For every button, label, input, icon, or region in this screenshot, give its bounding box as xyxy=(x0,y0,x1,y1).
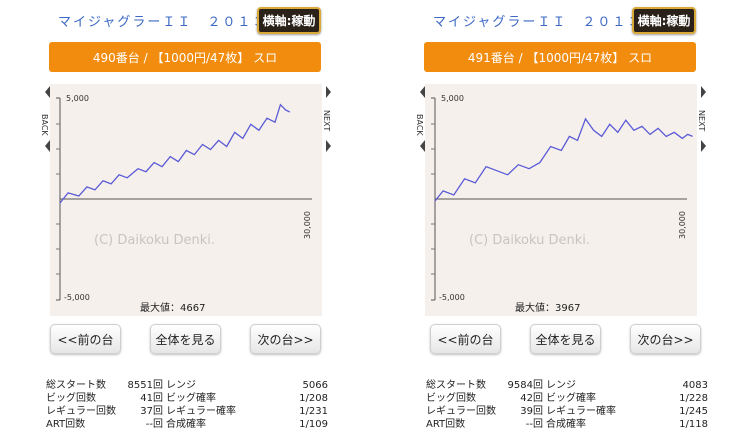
nav-row: <<前の台 全体を見る 次の台>> xyxy=(0,324,375,354)
y-tick-max: 5,000 xyxy=(441,94,464,103)
next-machine-button[interactable]: 次の台>> xyxy=(250,324,321,354)
watermark: (C) Daikoku Denki. xyxy=(94,233,215,248)
next-arrow-down-icon[interactable] xyxy=(701,140,706,152)
max-value-label: 最大値：4667 xyxy=(140,301,205,314)
machine-info-bar: 490番台 / 【1000円/47枚】 スロ xyxy=(49,42,321,72)
stat-value: 1/208 xyxy=(299,393,328,404)
prev-machine-button[interactable]: <<前の台 xyxy=(430,324,501,354)
next-arrow-up-icon[interactable] xyxy=(326,86,331,98)
stat-value: 5066 xyxy=(302,380,328,391)
stats-table: 総スタート数 8551回 レンジ 5066 ビッグ回数 41回 ビッグ確率 1/… xyxy=(46,379,328,431)
y-tick-min: -5,000 xyxy=(64,293,90,302)
stat-label: 合成確率 xyxy=(166,419,206,430)
stats-row: レギュラー回数 39回 レギュラー確率 1/245 xyxy=(426,405,708,418)
watermark: (C) Daikoku Denki. xyxy=(469,233,590,248)
back-arrow-up-icon[interactable] xyxy=(420,86,425,98)
series-line xyxy=(59,103,291,204)
stat-value: 1/245 xyxy=(679,406,708,417)
view-all-button[interactable]: 全体を見る xyxy=(530,324,601,354)
prev-machine-button[interactable]: <<前の台 xyxy=(50,324,121,354)
axis-mode-button[interactable]: 横軸:稼動 xyxy=(257,7,321,34)
stat-label: レギュラー確率 xyxy=(166,406,236,417)
stat-label: レギュラー回数 xyxy=(426,406,496,417)
chart-area: BACK NEXT 5,000 -5,000 (C) Daikoku Denki… xyxy=(413,84,713,316)
machine-info-bar: 491番台 / 【1000円/47枚】 スロ xyxy=(424,42,696,72)
stats-table: 総スタート数 9584回 レンジ 4083 ビッグ回数 42回 ビッグ確率 1/… xyxy=(426,379,708,431)
y-tick-max: 5,000 xyxy=(66,94,89,103)
slump-chart: BACK NEXT 5,000 -5,000 (C) Daikoku Denki… xyxy=(415,84,706,316)
chart-area: BACK NEXT 5,000 -5,000 (C) Daikoku Denki… xyxy=(38,84,338,316)
stat-value: --回 xyxy=(525,419,543,430)
stat-label: レンジ xyxy=(546,380,576,391)
x-end-label: 30,000 xyxy=(678,211,687,239)
stats-row: ART回数 --回 合成確率 1/109 xyxy=(46,418,328,431)
stat-label: 総スタート数 xyxy=(426,380,486,391)
panel-left: マイジャグラーＩＩ ２０１３… 横軸:稼動 490番台 / 【1000円/47枚… xyxy=(0,7,375,431)
stat-value: 1/231 xyxy=(299,406,328,417)
y-tick-min: -5,000 xyxy=(439,293,465,302)
stat-label: レギュラー確率 xyxy=(546,406,616,417)
stat-value: 9584回 xyxy=(507,380,543,391)
stat-label: ART回数 xyxy=(426,419,466,430)
back-arrow-down-icon[interactable] xyxy=(45,140,50,152)
stats-row: ART回数 --回 合成確率 1/118 xyxy=(426,418,708,431)
stat-label: ART回数 xyxy=(46,419,86,430)
stat-label: ビッグ回数 xyxy=(426,393,476,404)
stat-value: 37回 xyxy=(140,406,163,417)
stat-value: 4083 xyxy=(682,380,708,391)
stat-value: 42回 xyxy=(520,393,543,404)
nav-row: <<前の台 全体を見る 次の台>> xyxy=(375,324,750,354)
stat-label: ビッグ確率 xyxy=(166,393,216,404)
next-label[interactable]: NEXT xyxy=(697,110,706,131)
stat-value: 8551回 xyxy=(127,380,163,391)
stats-row: ビッグ回数 41回 ビッグ確率 1/208 xyxy=(46,392,328,405)
max-value-label: 最大値：3967 xyxy=(515,301,580,314)
back-arrow-down-icon[interactable] xyxy=(420,140,425,152)
stat-value: 1/109 xyxy=(299,419,328,430)
stat-label: 総スタート数 xyxy=(46,380,106,391)
panel-right: マイジャグラーＩＩ ２０１３… 横軸:稼動 491番台 / 【1000円/47枚… xyxy=(375,0,750,434)
next-machine-button[interactable]: 次の台>> xyxy=(630,324,701,354)
stat-value: 39回 xyxy=(520,406,543,417)
stat-label: ビッグ確率 xyxy=(546,393,596,404)
stats-row: 総スタート数 8551回 レンジ 5066 xyxy=(46,379,328,392)
stats-row: ビッグ回数 42回 ビッグ確率 1/228 xyxy=(426,392,708,405)
page-title: マイジャグラーＩＩ ２０１３… xyxy=(433,15,658,30)
stat-value: 1/118 xyxy=(679,419,708,430)
next-label[interactable]: NEXT xyxy=(322,110,331,131)
stat-label: レンジ xyxy=(166,380,196,391)
back-label[interactable]: BACK xyxy=(415,114,424,136)
stat-label: ビッグ回数 xyxy=(46,393,96,404)
view-all-button[interactable]: 全体を見る xyxy=(150,324,221,354)
stat-value: --回 xyxy=(145,419,163,430)
x-end-label: 30,000 xyxy=(303,211,312,239)
back-label[interactable]: BACK xyxy=(40,114,49,136)
stats-row: 総スタート数 9584回 レンジ 4083 xyxy=(426,379,708,392)
next-arrow-down-icon[interactable] xyxy=(326,140,331,152)
stat-label: レギュラー回数 xyxy=(46,406,116,417)
next-arrow-up-icon[interactable] xyxy=(701,86,706,98)
back-arrow-up-icon[interactable] xyxy=(45,86,50,98)
stats-row: レギュラー回数 37回 レギュラー確率 1/231 xyxy=(46,405,328,418)
series-line xyxy=(434,117,693,202)
page-title: マイジャグラーＩＩ ２０１３… xyxy=(58,15,283,30)
axis-mode-button[interactable]: 横軸:稼動 xyxy=(632,7,696,34)
stat-label: 合成確率 xyxy=(546,419,586,430)
stat-value: 1/228 xyxy=(679,393,708,404)
stat-value: 41回 xyxy=(140,393,163,404)
slump-chart: BACK NEXT 5,000 -5,000 (C) Daikoku Denki… xyxy=(40,84,331,316)
